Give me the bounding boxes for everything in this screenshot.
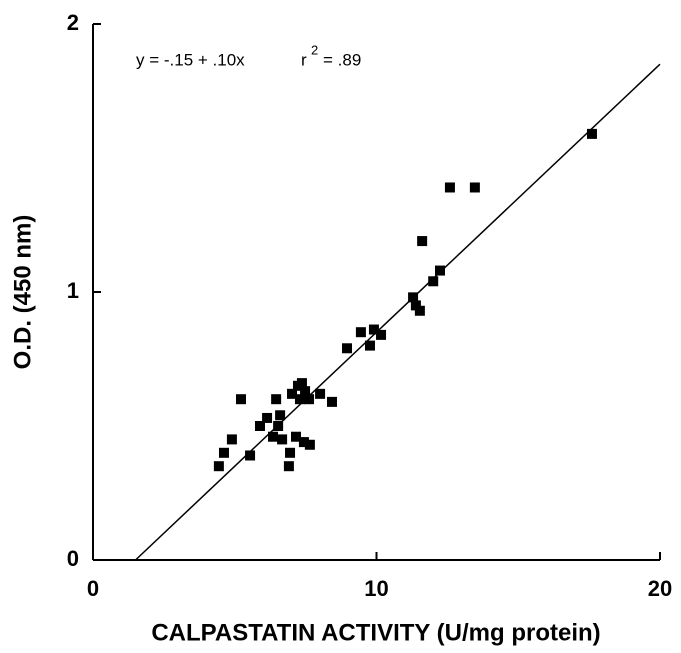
point: [298, 437, 309, 448]
point: [376, 329, 387, 340]
point: [273, 421, 284, 431]
point: [408, 292, 419, 303]
point: [586, 128, 597, 139]
point: [245, 450, 256, 461]
r-value: = .89: [323, 50, 361, 69]
point: [254, 421, 265, 431]
x-tick-label: 20: [648, 576, 672, 601]
point: [294, 394, 305, 405]
y-axis-label: O.D. (450 nm): [9, 215, 36, 370]
y-tick-label: 2: [67, 10, 79, 35]
point: [444, 182, 455, 193]
point: [287, 388, 298, 399]
x-axis-label: CALPASTATIN ACTIVITY (U/mg protein): [151, 619, 600, 646]
point: [414, 305, 425, 316]
x-tick-label: 0: [87, 576, 99, 601]
point: [355, 327, 366, 338]
point: [213, 461, 224, 472]
point: [304, 394, 315, 405]
regression-line: [135, 63, 661, 561]
point: [262, 412, 273, 423]
point: [283, 461, 294, 472]
point: [469, 182, 480, 193]
point: [290, 431, 301, 442]
point: [300, 386, 311, 397]
point: [271, 394, 282, 405]
r-label: r: [301, 50, 307, 69]
point: [342, 343, 353, 354]
point: [296, 378, 307, 389]
point: [226, 434, 237, 445]
equation: y = -.15 + .10x: [136, 50, 245, 69]
point: [275, 410, 286, 421]
point: [285, 447, 296, 458]
point: [364, 340, 375, 351]
point: [235, 394, 246, 405]
y-tick-label: 1: [67, 278, 79, 303]
point: [417, 236, 428, 247]
point: [368, 324, 379, 335]
point: [326, 396, 337, 407]
x-tick-label: 10: [364, 576, 388, 601]
point: [428, 276, 439, 287]
r-power: 2: [311, 42, 318, 57]
point: [315, 388, 326, 399]
point: [268, 431, 279, 442]
point: [304, 439, 315, 450]
point: [435, 265, 446, 276]
point: [218, 447, 229, 458]
point: [277, 434, 288, 445]
y-tick-label: 0: [67, 546, 79, 571]
point: [410, 300, 421, 311]
